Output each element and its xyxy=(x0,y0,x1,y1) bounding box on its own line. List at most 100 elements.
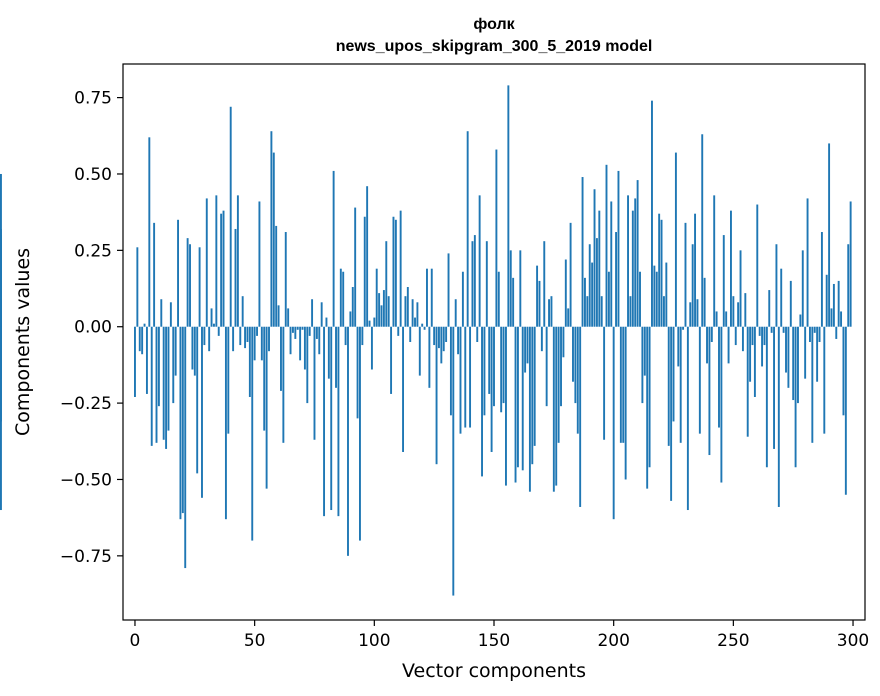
bar-222 xyxy=(665,262,668,327)
x-tick-label: 250 xyxy=(717,631,749,651)
bar-21 xyxy=(184,326,187,569)
bar-238 xyxy=(703,277,706,327)
x-tick-label: 200 xyxy=(597,631,629,651)
bar-32 xyxy=(210,308,213,327)
bar-184 xyxy=(574,326,577,404)
bar-159 xyxy=(514,326,517,483)
bar-145 xyxy=(481,326,483,477)
bar-56 xyxy=(268,326,270,352)
bar-90 xyxy=(349,311,352,327)
bar-22 xyxy=(186,238,189,327)
bar-234 xyxy=(694,213,697,327)
bar-37 xyxy=(222,210,225,327)
bar-26 xyxy=(196,326,199,474)
bar-215 xyxy=(648,326,651,468)
bar-269 xyxy=(777,326,780,507)
bar-14 xyxy=(167,326,170,431)
bar-80 xyxy=(325,317,328,327)
bar-89 xyxy=(347,326,349,556)
bar-19 xyxy=(179,326,182,520)
bar-284 xyxy=(813,326,816,333)
bar-213 xyxy=(643,326,646,376)
bar-1 xyxy=(136,247,139,327)
bar-122 xyxy=(426,268,428,327)
bar-212 xyxy=(641,326,644,404)
bar-175 xyxy=(552,326,555,492)
bar-47 xyxy=(246,326,249,342)
bar-8 xyxy=(153,222,156,327)
bar-295 xyxy=(840,311,843,327)
y-tick-label: −0.25 xyxy=(60,394,112,414)
bar-151 xyxy=(495,149,498,327)
bar-102 xyxy=(378,293,381,327)
bar-18 xyxy=(177,219,179,327)
bar-171 xyxy=(543,241,546,327)
bar-276 xyxy=(794,326,797,468)
bar-299 xyxy=(849,201,852,327)
bar-157 xyxy=(509,250,512,327)
bar-25 xyxy=(193,326,196,376)
bar-55 xyxy=(265,326,268,489)
bar-250 xyxy=(732,296,735,327)
bar-124 xyxy=(430,268,433,327)
bars-group xyxy=(0,85,852,596)
bar-46 xyxy=(244,326,247,349)
bar-182 xyxy=(569,222,572,327)
bar-112 xyxy=(402,326,404,452)
bar-29 xyxy=(203,326,206,346)
bar-197 xyxy=(605,164,608,327)
bar-87 xyxy=(342,271,345,327)
bar-139 xyxy=(466,131,469,327)
bar-252 xyxy=(737,302,740,327)
y-tick-label: −0.75 xyxy=(60,547,112,567)
bar-279 xyxy=(801,250,804,327)
bar-265 xyxy=(768,290,771,327)
bar-99 xyxy=(370,326,373,370)
bar-147 xyxy=(485,241,488,327)
bar-225 xyxy=(672,326,675,422)
bar-193 xyxy=(595,238,598,327)
x-axis-ticks: 0 50 100 150 200 250 300 xyxy=(130,620,869,651)
bar-204 xyxy=(622,326,625,443)
bar-97 xyxy=(366,186,369,327)
bar-187 xyxy=(581,177,584,327)
bar-272 xyxy=(785,326,787,373)
bar-12 xyxy=(162,326,165,440)
bar-141 xyxy=(471,241,474,327)
bar-251 xyxy=(734,326,737,346)
bar-165 xyxy=(528,326,531,492)
bar-281 xyxy=(806,198,809,327)
bar-113 xyxy=(404,296,407,327)
bar-103 xyxy=(380,305,383,327)
bar-260 xyxy=(756,204,759,327)
bar-230 xyxy=(684,222,687,327)
bar-194 xyxy=(598,210,601,327)
bar-undefined xyxy=(0,173,2,327)
bar-16 xyxy=(172,326,175,404)
bar-233 xyxy=(691,244,694,327)
bar-191 xyxy=(591,262,594,327)
bar-202 xyxy=(617,170,620,327)
bar-105 xyxy=(385,241,388,327)
bar-207 xyxy=(629,296,632,327)
bar-296 xyxy=(842,326,845,416)
bar-293 xyxy=(835,326,838,339)
bar-40 xyxy=(229,106,232,327)
x-tick-label: 150 xyxy=(478,631,510,651)
bar-275 xyxy=(792,326,795,401)
bar-100 xyxy=(373,317,376,327)
bar-59 xyxy=(275,225,278,327)
bar-69 xyxy=(299,326,302,361)
bar-258 xyxy=(751,326,754,346)
bar-82 xyxy=(330,326,333,511)
bar-271 xyxy=(782,326,785,333)
bar-298 xyxy=(847,244,850,327)
bar-290 xyxy=(828,143,831,327)
bar-168 xyxy=(536,265,539,327)
bar-95 xyxy=(361,326,364,346)
bar-183 xyxy=(572,326,574,382)
y-tick-label: 0.25 xyxy=(74,241,112,261)
bar-140 xyxy=(469,326,472,428)
bar-116 xyxy=(411,299,414,327)
bar-65 xyxy=(289,326,292,355)
